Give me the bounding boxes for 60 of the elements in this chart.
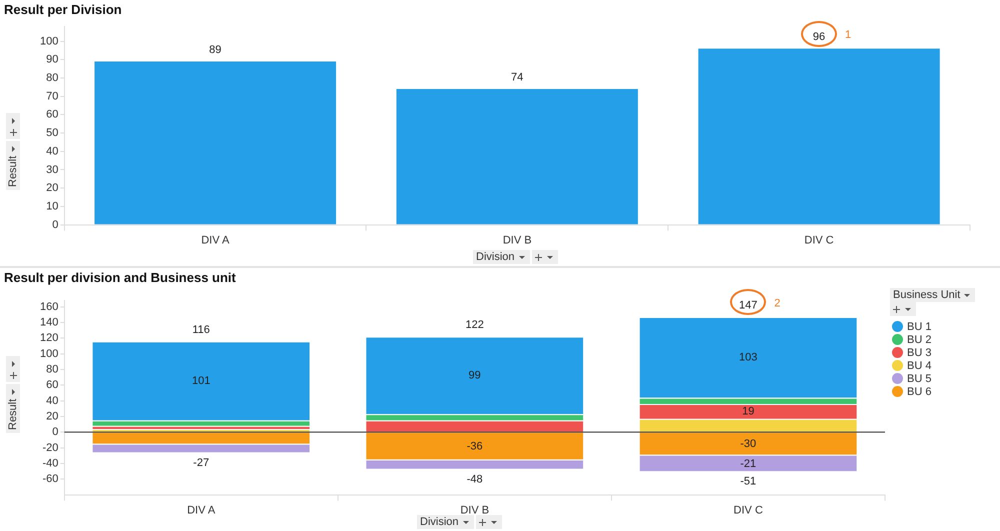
y-tick-label: 0	[52, 426, 58, 438]
annotation: -48	[466, 473, 483, 486]
data-label: 19	[742, 405, 754, 418]
chart-title: Result per division and Business unit	[4, 270, 236, 285]
x-tick-label: DIV C	[804, 234, 834, 246]
y-tick-label: 40	[46, 394, 58, 407]
legend-label: BU 6	[907, 386, 932, 398]
data-label: -21	[740, 458, 756, 470]
chart-title: Result per Division	[4, 2, 122, 17]
data-label: 103	[739, 351, 758, 364]
annotation: -27	[193, 456, 210, 469]
annotation: 122	[465, 319, 484, 332]
x-tick-label: DIV B	[502, 234, 532, 246]
data-label: 99	[468, 369, 481, 382]
data-label: -36	[466, 440, 483, 453]
data-label: -30	[740, 438, 756, 450]
annotation: -51	[740, 476, 756, 488]
y-tick-label: 20	[46, 182, 58, 194]
y-tick-label: 20	[46, 410, 58, 423]
data-label: 74	[511, 72, 524, 84]
y-tick-label: 0	[52, 218, 58, 231]
x-axis-title: Division	[476, 251, 515, 263]
annotation: 1	[845, 29, 852, 42]
legend-label: BU 1	[907, 320, 932, 332]
y-tick-label: -20	[42, 442, 58, 454]
y-tick-label: -40	[42, 458, 58, 470]
data-label: 96	[812, 31, 826, 44]
x-tick-label: DIV A	[187, 504, 216, 516]
x-tick-label: DIV B	[460, 504, 490, 516]
annotation: 2	[774, 298, 780, 310]
y-tick-label: 160	[40, 300, 58, 313]
y-tick-label: 60	[46, 108, 58, 121]
legend-label: BU 4	[907, 360, 932, 372]
y-tick-label: 30	[46, 164, 58, 176]
y-tick-label: 60	[46, 379, 58, 392]
data-label: 89	[209, 44, 222, 56]
y-tick-label: 140	[40, 316, 58, 329]
y-axis-title: Result	[7, 398, 19, 430]
y-tick-label: 40	[46, 145, 58, 158]
annotation: 116	[192, 324, 210, 336]
y-tick-label: 90	[46, 54, 58, 66]
x-tick-label: DIV A	[201, 234, 230, 246]
y-tick-label: 10	[46, 200, 58, 212]
y-tick-label: 70	[46, 90, 58, 102]
legend-label: BU 5	[907, 372, 932, 384]
y-tick-label: 80	[46, 72, 58, 84]
y-tick-label: -60	[42, 473, 58, 486]
legend-label: BU 3	[907, 346, 932, 358]
y-axis-title: Result	[7, 156, 19, 187]
y-tick-label: 50	[46, 127, 58, 140]
annotation: 147	[739, 300, 758, 312]
y-tick-label: 100	[40, 35, 58, 48]
y-tick-label: 100	[40, 348, 58, 360]
y-tick-label: 120	[40, 332, 58, 344]
data-label: 101	[192, 374, 210, 387]
x-axis-title: Division	[420, 516, 459, 528]
legend-title: Business Unit	[893, 289, 960, 301]
y-tick-label: 80	[46, 364, 58, 376]
legend-label: BU 2	[907, 334, 932, 346]
x-tick-label: DIV C	[734, 504, 763, 516]
